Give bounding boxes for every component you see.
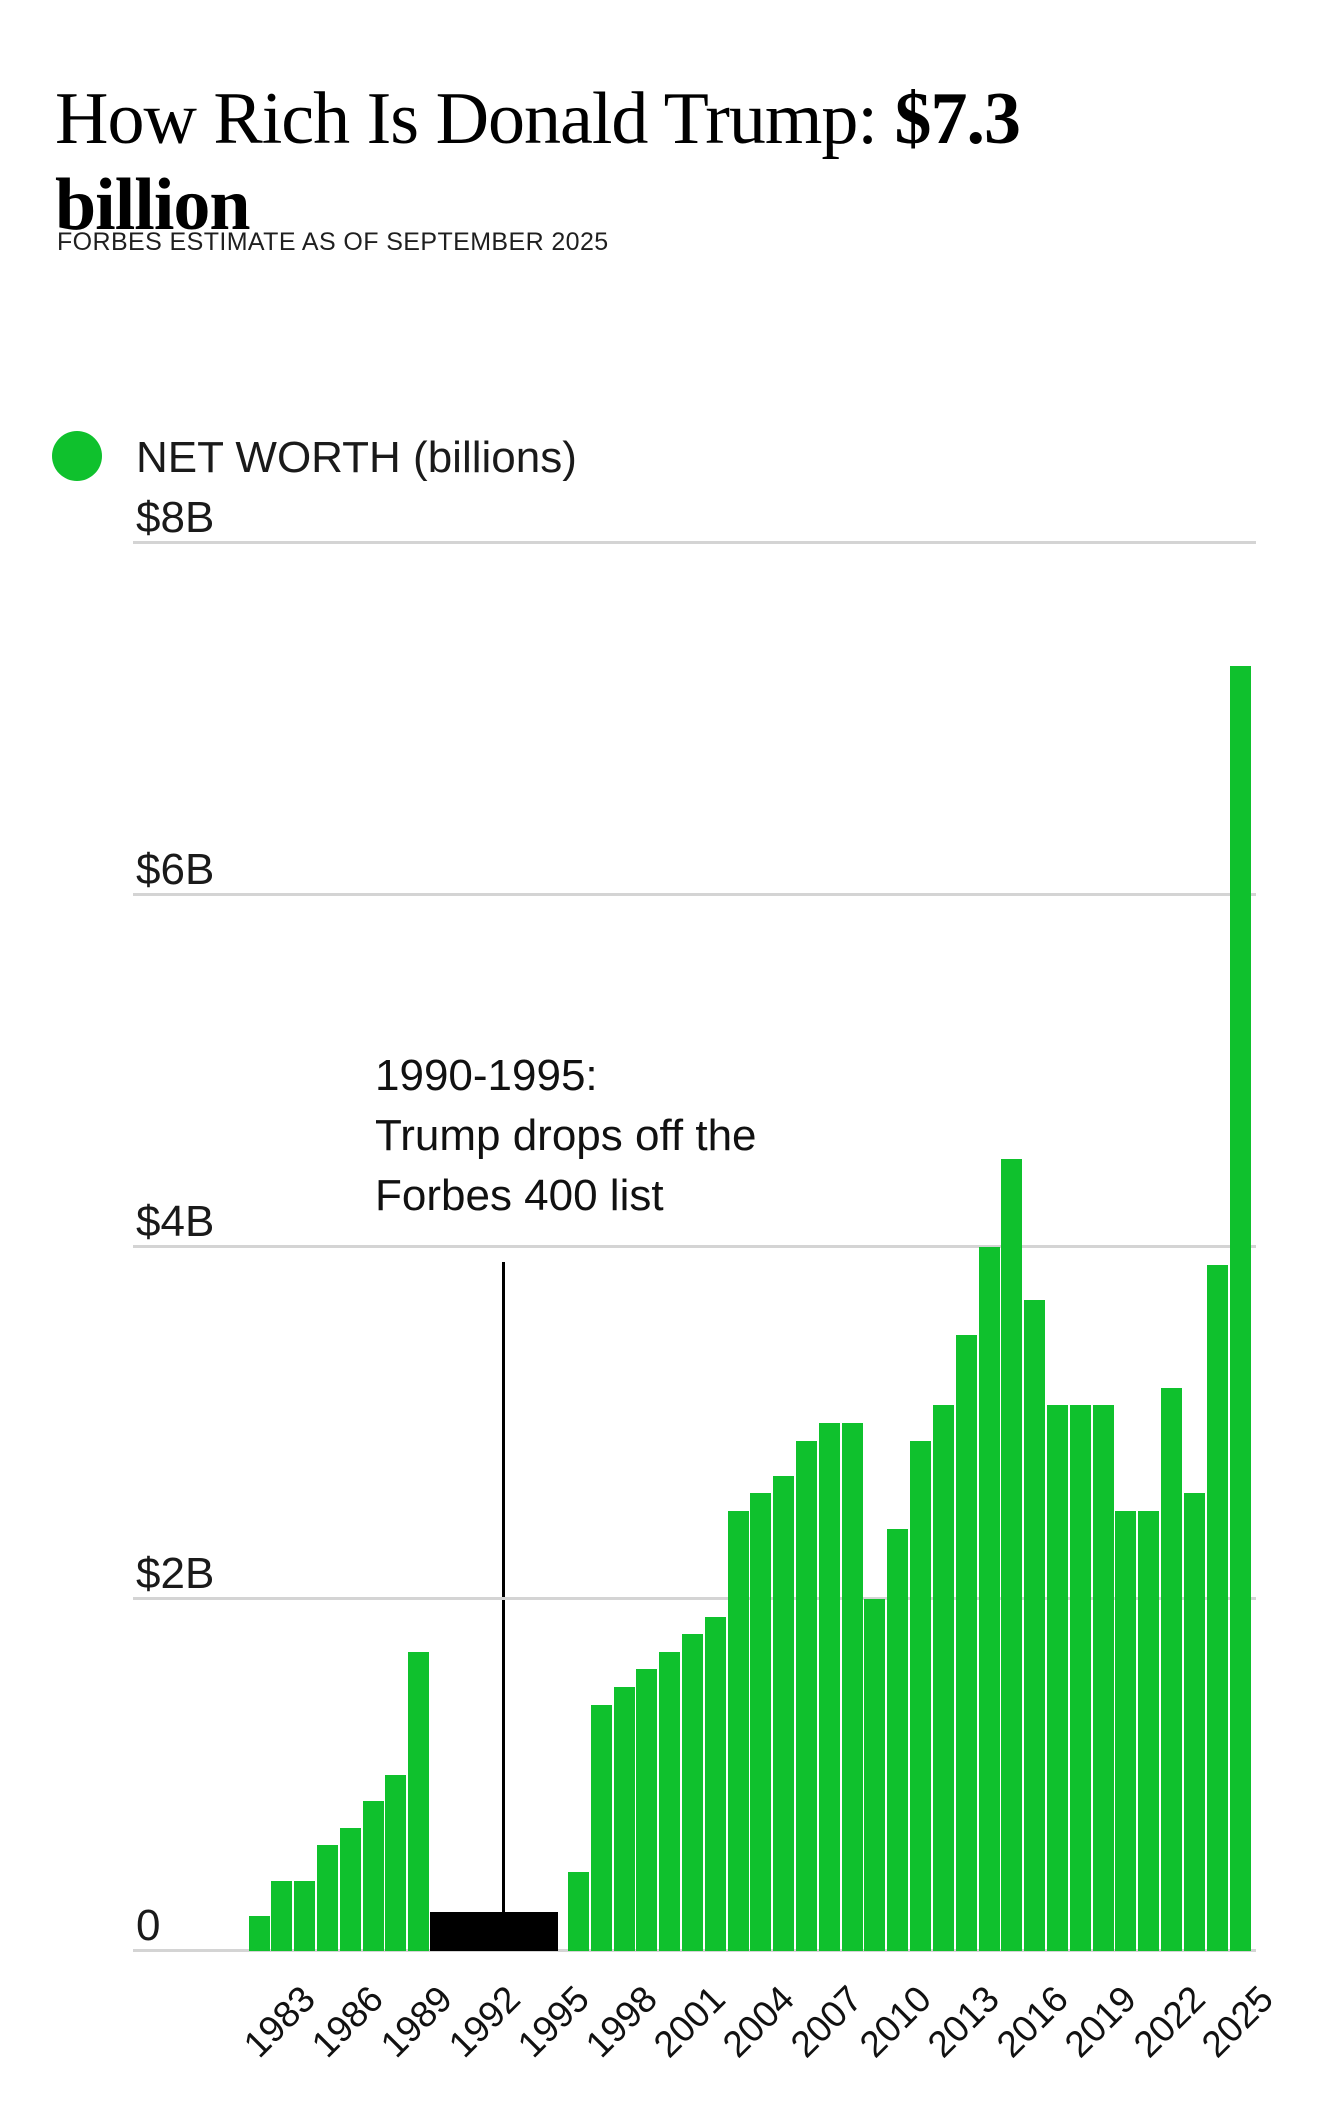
bar-2002[interactable] [704, 1617, 726, 1951]
y-axis-label: $8B [136, 493, 215, 542]
annotation-text: 1990-1995: Trump drops off the Forbes 400 … [375, 1046, 757, 1226]
title-amount: $7.3 [894, 77, 1020, 160]
bar-2012[interactable] [932, 1405, 954, 1951]
legend-label: NET WORTH (billions) [136, 433, 577, 482]
off-list-marker [430, 1912, 558, 1951]
y-axis-label: $4B [136, 1197, 215, 1246]
title-regular: How Rich Is Donald Trump: [55, 77, 878, 160]
bar-1985[interactable] [316, 1845, 338, 1951]
y-axis-label: $6B [136, 845, 215, 894]
annotation-pointer-line [502, 1262, 505, 1915]
bar-2021[interactable] [1138, 1511, 1160, 1951]
page-title: How Rich Is Donald Trump: $7.3 billion [55, 76, 1290, 248]
bar-2014[interactable] [978, 1247, 1000, 1951]
bar-2020[interactable] [1115, 1511, 1137, 1951]
annotation-line-2: Trump drops off the [375, 1111, 757, 1160]
bar-1982[interactable] [248, 1916, 270, 1951]
bar-2018[interactable] [1069, 1405, 1091, 1951]
bar-2019[interactable] [1092, 1405, 1114, 1951]
bar-2000[interactable] [659, 1652, 681, 1951]
bar-2011[interactable] [910, 1441, 932, 1951]
y-axis-label: $2B [136, 1549, 215, 1598]
bar-1987[interactable] [362, 1801, 384, 1951]
bar-2010[interactable] [887, 1529, 909, 1951]
bar-1996[interactable] [567, 1872, 589, 1951]
title-amount-unit: billion [55, 163, 251, 246]
annotation-line-3: Forbes 400 list [375, 1171, 664, 1220]
annotation-line-1: 1990-1995: [375, 1051, 598, 1100]
legend-marker-icon [52, 431, 102, 481]
bar-2017[interactable] [1046, 1405, 1068, 1951]
bar-2024[interactable] [1206, 1265, 1228, 1951]
bar-2016[interactable] [1024, 1300, 1046, 1951]
bar-2006[interactable] [796, 1441, 818, 1951]
bar-1997[interactable] [590, 1705, 612, 1951]
bar-2009[interactable] [864, 1599, 886, 1951]
y-axis-label: 0 [136, 1901, 161, 1950]
bar-2001[interactable] [681, 1634, 703, 1951]
bar-1986[interactable] [339, 1828, 361, 1951]
bar-1983[interactable] [271, 1881, 293, 1951]
bar-2005[interactable] [773, 1476, 795, 1951]
gridline-4b [133, 1245, 1256, 1248]
bar-2004[interactable] [750, 1493, 772, 1951]
bar-2022[interactable] [1161, 1388, 1183, 1951]
chart-subtitle: FORBES ESTIMATE AS OF SEPTEMBER 2025 [57, 228, 609, 256]
bar-2015[interactable] [1001, 1159, 1023, 1951]
gridline-8b [133, 541, 1256, 544]
bar-1988[interactable] [385, 1775, 407, 1951]
bar-2025[interactable] [1229, 666, 1251, 1951]
gridline-6b [133, 893, 1256, 896]
bar-2003[interactable] [727, 1511, 749, 1951]
bar-2008[interactable] [841, 1423, 863, 1951]
bar-1999[interactable] [636, 1669, 658, 1951]
gridline-2b [133, 1597, 1256, 1600]
bar-1989[interactable] [408, 1652, 430, 1951]
bar-2007[interactable] [818, 1423, 840, 1951]
bar-1998[interactable] [613, 1687, 635, 1951]
bar-2023[interactable] [1183, 1493, 1205, 1951]
bar-2013[interactable] [955, 1335, 977, 1951]
bar-1984[interactable] [294, 1881, 316, 1951]
